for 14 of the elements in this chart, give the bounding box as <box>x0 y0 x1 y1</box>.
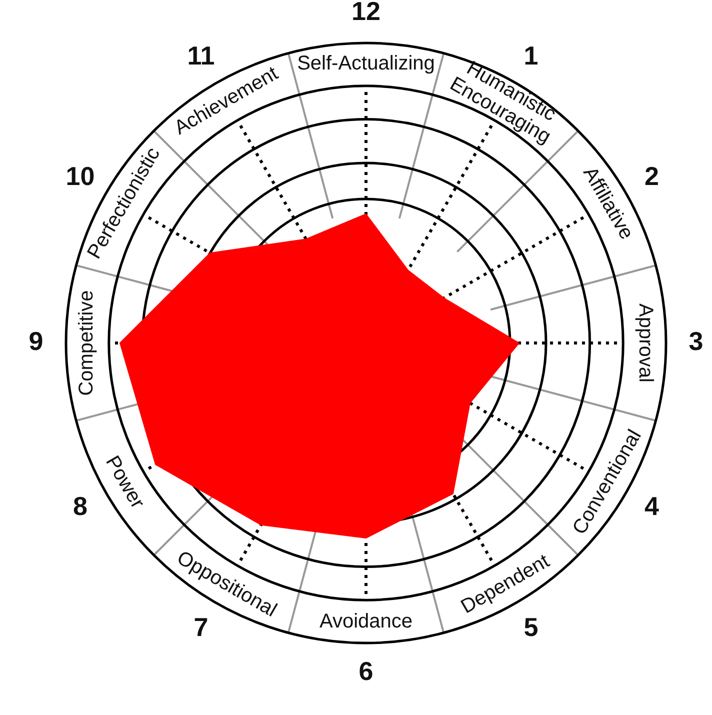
text: 7 <box>194 612 208 642</box>
spoke-label: Self-Actualizing <box>297 52 435 75</box>
spoke-label: Competitive <box>76 290 98 396</box>
text: 2 <box>644 161 660 192</box>
text: 4 <box>644 491 660 522</box>
spoke-label: Avoidance <box>319 610 413 633</box>
text: 5 <box>524 612 538 642</box>
text: 11 <box>187 40 215 70</box>
text: 12 <box>352 0 380 26</box>
spoke-label: Approval <box>634 304 656 382</box>
text: 8 <box>72 491 88 522</box>
text: 6 <box>358 656 374 686</box>
text: 3 <box>688 326 704 356</box>
text: 9 <box>28 326 44 356</box>
